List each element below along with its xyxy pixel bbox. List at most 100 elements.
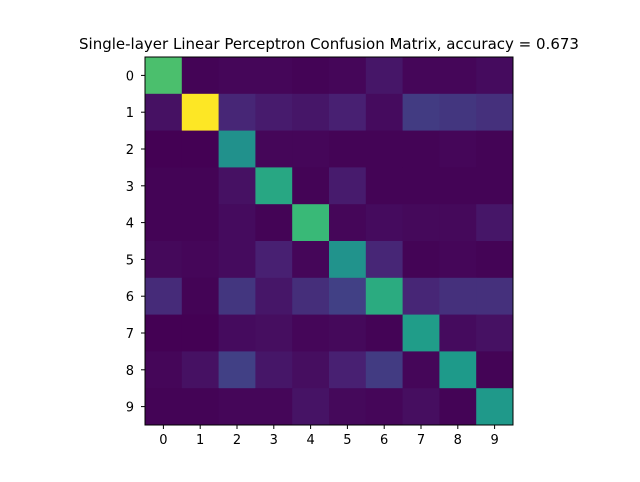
heatmap-cell-r3-c5 — [329, 167, 367, 205]
heatmap-cell-r7-c0 — [145, 314, 183, 352]
y-tick-label-7: 7 — [126, 327, 134, 342]
heatmap-cell-r9-c6 — [365, 388, 403, 426]
y-tick-label-2: 2 — [126, 143, 134, 158]
heatmap-cell-r6-c5 — [329, 277, 367, 315]
x-tick-label-2: 2 — [233, 433, 241, 448]
heatmap-cell-r2-c3 — [255, 130, 293, 168]
heatmap-cells — [145, 57, 514, 426]
heatmap-cell-r1-c4 — [292, 93, 330, 131]
heatmap-cell-r5-c3 — [255, 241, 293, 279]
y-tick-label-4: 4 — [126, 217, 134, 232]
heatmap-cell-r3-c9 — [476, 167, 514, 205]
heatmap-cell-r8-c6 — [365, 351, 403, 389]
heatmap-cell-r0-c8 — [439, 57, 477, 95]
heatmap-cell-r6-c2 — [218, 277, 256, 315]
heatmap-cell-r4-c0 — [145, 204, 183, 242]
heatmap-cell-r0-c0 — [145, 57, 183, 95]
heatmap-cell-r1-c6 — [365, 93, 403, 131]
heatmap-cell-r1-c0 — [145, 93, 183, 131]
heatmap-cell-r6-c6 — [365, 277, 403, 315]
y-tick-label-3: 3 — [126, 180, 134, 195]
heatmap-cell-r2-c7 — [402, 130, 440, 168]
heatmap-cell-r8-c2 — [218, 351, 256, 389]
heatmap-cell-r8-c8 — [439, 351, 477, 389]
heatmap-cell-r3-c2 — [218, 167, 256, 205]
y-tick-label-0: 0 — [126, 69, 134, 84]
heatmap-cell-r7-c3 — [255, 314, 293, 352]
heatmap-cell-r4-c1 — [181, 204, 219, 242]
x-tick-label-8: 8 — [454, 433, 462, 448]
x-tick-label-0: 0 — [159, 433, 167, 448]
x-tick-label-6: 6 — [380, 433, 388, 448]
heatmap-cell-r5-c2 — [218, 241, 256, 279]
x-tick-label-3: 3 — [270, 433, 278, 448]
heatmap-cell-r6-c9 — [476, 277, 514, 315]
heatmap-cell-r3-c6 — [365, 167, 403, 205]
heatmap-cell-r9-c0 — [145, 388, 183, 426]
axis-ticks — [141, 74, 496, 429]
heatmap-cell-r5-c6 — [365, 241, 403, 279]
heatmap-cell-r7-c8 — [439, 314, 477, 352]
heatmap-cell-r4-c2 — [218, 204, 256, 242]
heatmap-cell-r0-c7 — [402, 57, 440, 95]
heatmap-cell-r5-c7 — [402, 241, 440, 279]
y-tick-label-9: 9 — [126, 401, 134, 416]
x-tick-label-4: 4 — [306, 433, 314, 448]
heatmap-cell-r1-c9 — [476, 93, 514, 131]
heatmap-cell-r5-c9 — [476, 241, 514, 279]
heatmap-cell-r9-c3 — [255, 388, 293, 426]
heatmap-cell-r7-c2 — [218, 314, 256, 352]
heatmap-cell-r3-c0 — [145, 167, 183, 205]
heatmap-cell-r8-c1 — [181, 351, 219, 389]
heatmap-cell-r4-c3 — [255, 204, 293, 242]
heatmap-cell-r5-c5 — [329, 241, 367, 279]
heatmap-cell-r4-c6 — [365, 204, 403, 242]
heatmap-cell-r2-c5 — [329, 130, 367, 168]
heatmap-cell-r1-c1 — [181, 93, 219, 131]
heatmap-cell-r8-c0 — [145, 351, 183, 389]
heatmap-cell-r5-c4 — [292, 241, 330, 279]
y-tick-label-5: 5 — [126, 253, 134, 268]
heatmap-cell-r6-c7 — [402, 277, 440, 315]
heatmap-cell-r3-c4 — [292, 167, 330, 205]
heatmap-cell-r7-c1 — [181, 314, 219, 352]
heatmap-cell-r6-c4 — [292, 277, 330, 315]
heatmap-cell-r8-c5 — [329, 351, 367, 389]
heatmap-cell-r0-c3 — [255, 57, 293, 95]
chart-title: Single-layer Linear Perceptron Confusion… — [79, 35, 579, 53]
heatmap-cell-r4-c8 — [439, 204, 477, 242]
heatmap-cell-r2-c9 — [476, 130, 514, 168]
heatmap-cell-r9-c7 — [402, 388, 440, 426]
heatmap-cell-r2-c6 — [365, 130, 403, 168]
heatmap-cell-r5-c1 — [181, 241, 219, 279]
heatmap-cell-r2-c4 — [292, 130, 330, 168]
heatmap-cell-r3-c8 — [439, 167, 477, 205]
heatmap-cell-r4-c9 — [476, 204, 514, 242]
x-tick-label-9: 9 — [490, 433, 498, 448]
heatmap-cell-r8-c3 — [255, 351, 293, 389]
heatmap-cell-r8-c7 — [402, 351, 440, 389]
heatmap-cell-r2-c0 — [145, 130, 183, 168]
plot-frame — [144, 56, 514, 426]
heatmap-cell-r5-c0 — [145, 241, 183, 279]
heatmap-cell-r1-c8 — [439, 93, 477, 131]
x-tick-label-1: 1 — [196, 433, 204, 448]
heatmap-cell-r9-c4 — [292, 388, 330, 426]
heatmap-cell-r9-c9 — [476, 388, 514, 426]
heatmap-cell-r6-c8 — [439, 277, 477, 315]
heatmap-cell-r9-c2 — [218, 388, 256, 426]
heatmap-cell-r1-c5 — [329, 93, 367, 131]
heatmap-cell-r6-c1 — [181, 277, 219, 315]
heatmap-cell-r1-c3 — [255, 93, 293, 131]
heatmap-cell-r3-c7 — [402, 167, 440, 205]
heatmap-cell-r9-c5 — [329, 388, 367, 426]
heatmap-cell-r0-c1 — [181, 57, 219, 95]
heatmap-cell-r3-c3 — [255, 167, 293, 205]
heatmap-cell-r3-c1 — [181, 167, 219, 205]
y-tick-label-1: 1 — [126, 106, 134, 121]
heatmap-cell-r8-c9 — [476, 351, 514, 389]
heatmap-cell-r9-c1 — [181, 388, 219, 426]
heatmap-cell-r0-c4 — [292, 57, 330, 95]
